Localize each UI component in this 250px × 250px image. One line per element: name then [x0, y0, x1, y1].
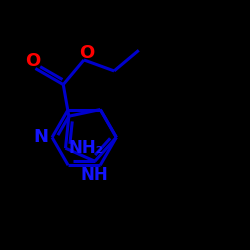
Text: O: O: [25, 52, 40, 70]
Text: NH: NH: [81, 166, 109, 184]
Text: O: O: [79, 44, 94, 62]
Text: N: N: [34, 128, 48, 146]
Text: NH₂: NH₂: [69, 139, 104, 157]
